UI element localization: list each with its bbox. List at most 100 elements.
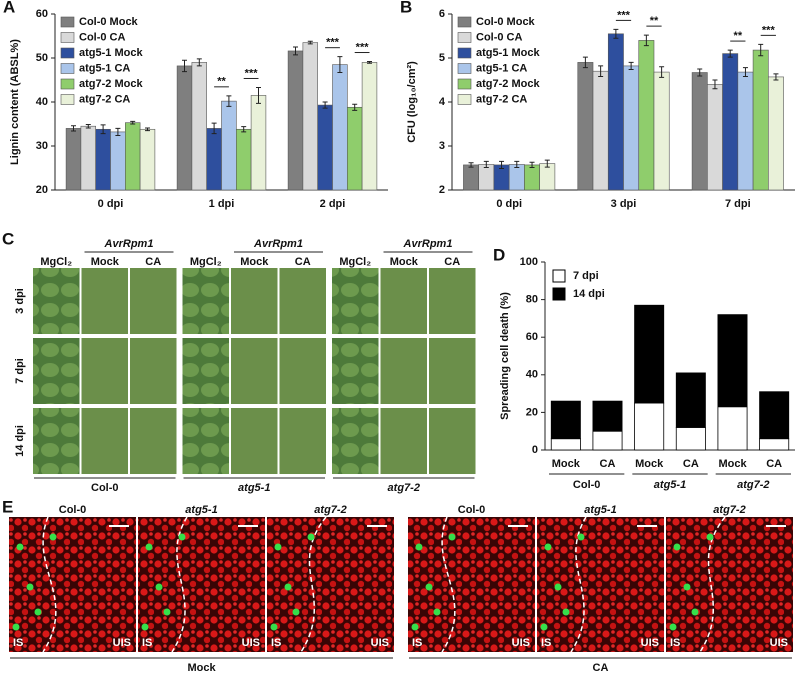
gfp-signal bbox=[274, 543, 282, 551]
leaf-photo bbox=[182, 408, 229, 474]
gfp-signal bbox=[577, 533, 585, 541]
error-bar bbox=[529, 161, 535, 169]
leaf-photo bbox=[33, 408, 80, 474]
bar bbox=[302, 42, 318, 191]
bar bbox=[524, 164, 540, 191]
error-bar bbox=[582, 56, 588, 69]
bar bbox=[221, 100, 237, 191]
legend-swatch bbox=[552, 269, 566, 283]
significance-mark: *** bbox=[245, 67, 259, 79]
leaf-photo bbox=[231, 338, 278, 404]
y-tick-label: 100 bbox=[520, 256, 538, 268]
corner-label: UIS bbox=[641, 637, 659, 649]
legend-swatch bbox=[457, 47, 472, 59]
gfp-signal bbox=[12, 623, 20, 631]
genotype-label: atg5-1 bbox=[185, 504, 217, 516]
error-bar bbox=[367, 61, 372, 64]
genotype-label: Col-0 bbox=[458, 504, 486, 516]
y-tick-label: 20 bbox=[36, 184, 48, 196]
error-bar bbox=[211, 122, 217, 135]
error-bar bbox=[613, 28, 619, 39]
genotype-label: atg7-2 bbox=[713, 504, 745, 516]
gfp-signal bbox=[49, 533, 57, 541]
y-tick-label: 6 bbox=[439, 8, 445, 20]
group-label: atg5-1 bbox=[654, 479, 686, 491]
column-label: Mock bbox=[390, 256, 419, 268]
x-tick-label: CA bbox=[600, 458, 616, 470]
x-tick-label: 7 dpi bbox=[725, 198, 751, 210]
leaf-photo bbox=[130, 338, 177, 404]
corner-label: IS bbox=[670, 637, 680, 649]
treatment-label: AvrRpm1 bbox=[253, 238, 303, 250]
bar bbox=[191, 62, 207, 191]
legend-label: atg7-2 Mock bbox=[79, 78, 143, 90]
gfp-signal bbox=[554, 583, 562, 591]
error-bar bbox=[182, 59, 187, 73]
leaf-photo bbox=[380, 338, 427, 404]
bar bbox=[95, 128, 111, 191]
bar bbox=[125, 122, 141, 191]
y-tick-label: 2 bbox=[439, 184, 445, 196]
infection-border bbox=[42, 516, 57, 653]
error-bar bbox=[145, 127, 150, 132]
error-bar bbox=[322, 101, 328, 109]
gfp-signal bbox=[540, 623, 548, 631]
error-bar bbox=[544, 159, 550, 168]
row-label: 7 dpi bbox=[14, 358, 26, 384]
leaf-photo bbox=[81, 338, 128, 404]
treatment-label: Mock bbox=[187, 662, 216, 674]
bar-segment bbox=[634, 304, 665, 404]
error-bar bbox=[483, 160, 489, 169]
bar bbox=[691, 72, 708, 191]
infection-border bbox=[699, 516, 726, 653]
error-bar bbox=[758, 43, 764, 57]
bar bbox=[236, 128, 252, 191]
leaf-photo bbox=[231, 268, 278, 334]
leaf-photo bbox=[429, 268, 476, 334]
y-tick-label: 80 bbox=[526, 294, 538, 306]
genotype-label: atg7-2 bbox=[388, 482, 420, 494]
gfp-signal bbox=[26, 583, 34, 591]
legend-label: atg5-1 CA bbox=[79, 62, 130, 74]
genotype-label: Col-0 bbox=[91, 482, 119, 494]
row-label: 14 dpi bbox=[14, 425, 26, 457]
legend-label: atg7-2 Mock bbox=[476, 78, 540, 90]
legend-swatch bbox=[457, 16, 472, 28]
gfp-signal bbox=[683, 583, 691, 591]
bar bbox=[508, 164, 525, 191]
x-tick-label: 1 dpi bbox=[209, 198, 235, 210]
bar bbox=[346, 106, 363, 191]
bar bbox=[722, 53, 739, 191]
x-tick-label: 3 dpi bbox=[611, 198, 637, 210]
bar-segment bbox=[550, 438, 581, 451]
corner-label: UIS bbox=[512, 637, 530, 649]
legend-swatch bbox=[60, 78, 75, 90]
legend-swatch bbox=[60, 94, 75, 105]
leaf-photo bbox=[81, 268, 128, 334]
y-tick-label: 60 bbox=[36, 8, 48, 20]
significance-mark: ** bbox=[734, 30, 743, 42]
bar bbox=[577, 62, 594, 191]
error-bar bbox=[337, 56, 343, 74]
y-tick-label: 30 bbox=[36, 140, 48, 152]
bar bbox=[176, 65, 193, 191]
legend-label: Col-0 CA bbox=[476, 31, 523, 43]
legend-label: 7 dpi bbox=[573, 270, 599, 282]
error-bar bbox=[241, 126, 247, 133]
legend-swatch bbox=[60, 32, 75, 43]
x-tick-label: 0 dpi bbox=[98, 198, 124, 210]
bar bbox=[752, 49, 769, 191]
x-tick-label: Mock bbox=[552, 458, 581, 470]
corner-label: IS bbox=[541, 637, 551, 649]
gfp-signal bbox=[163, 608, 171, 616]
bar-segment bbox=[759, 391, 790, 440]
significance-mark: ** bbox=[650, 15, 659, 27]
column-label: Mock bbox=[91, 256, 120, 268]
error-bar bbox=[712, 79, 718, 90]
error-bar bbox=[115, 127, 121, 136]
y-tick-label: 50 bbox=[36, 52, 48, 64]
panel-label: B bbox=[400, 0, 412, 16]
corner-label: UIS bbox=[770, 637, 788, 649]
bar-segment bbox=[717, 314, 748, 408]
